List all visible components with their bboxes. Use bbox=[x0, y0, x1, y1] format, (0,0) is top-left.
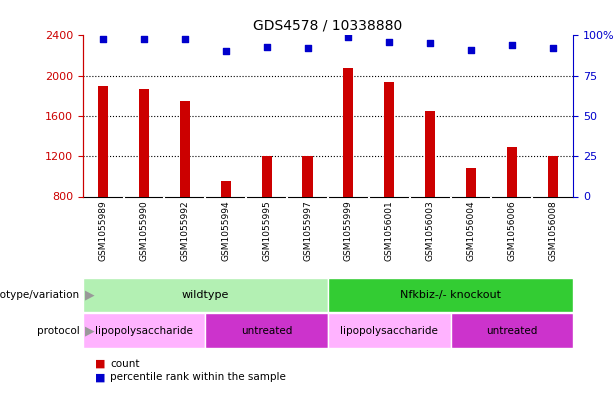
Text: ▶: ▶ bbox=[85, 288, 94, 302]
Text: GSM1055995: GSM1055995 bbox=[262, 200, 271, 261]
Title: GDS4578 / 10338880: GDS4578 / 10338880 bbox=[253, 19, 403, 33]
Point bbox=[507, 42, 517, 48]
Text: Nfkbiz-/- knockout: Nfkbiz-/- knockout bbox=[400, 290, 501, 300]
Bar bbox=[139, 89, 149, 196]
Point bbox=[221, 48, 230, 55]
Point bbox=[262, 44, 272, 50]
Text: count: count bbox=[110, 358, 140, 369]
Bar bbox=[262, 156, 272, 196]
Point bbox=[303, 45, 313, 51]
Text: lipopolysaccharide: lipopolysaccharide bbox=[95, 325, 193, 336]
Text: untreated: untreated bbox=[486, 325, 538, 336]
Text: wildtype: wildtype bbox=[181, 290, 229, 300]
Point bbox=[384, 39, 394, 45]
Text: GSM1056004: GSM1056004 bbox=[466, 200, 476, 261]
Bar bbox=[507, 147, 517, 196]
Bar bbox=[343, 68, 354, 196]
Text: GSM1055997: GSM1055997 bbox=[303, 200, 312, 261]
Bar bbox=[221, 182, 231, 196]
Text: GSM1055994: GSM1055994 bbox=[221, 200, 230, 261]
Bar bbox=[425, 111, 435, 196]
Bar bbox=[98, 86, 109, 196]
Text: GSM1056008: GSM1056008 bbox=[548, 200, 557, 261]
Text: GSM1056006: GSM1056006 bbox=[508, 200, 516, 261]
Bar bbox=[328, 313, 451, 348]
Text: GSM1056003: GSM1056003 bbox=[425, 200, 435, 261]
Text: ■: ■ bbox=[95, 358, 105, 369]
Bar bbox=[384, 82, 394, 196]
Point bbox=[343, 34, 353, 40]
Point bbox=[548, 45, 558, 51]
Bar bbox=[547, 156, 558, 196]
Text: lipopolysaccharide: lipopolysaccharide bbox=[340, 325, 438, 336]
Point bbox=[139, 35, 149, 42]
Text: GSM1055989: GSM1055989 bbox=[99, 200, 108, 261]
Text: genotype/variation: genotype/variation bbox=[0, 290, 80, 300]
Point bbox=[466, 47, 476, 53]
Text: percentile rank within the sample: percentile rank within the sample bbox=[110, 372, 286, 382]
Text: ■: ■ bbox=[95, 372, 105, 382]
Point bbox=[425, 40, 435, 47]
Bar bbox=[83, 313, 205, 348]
Point bbox=[98, 35, 108, 42]
Bar bbox=[180, 101, 190, 196]
Text: GSM1055992: GSM1055992 bbox=[180, 200, 189, 261]
Point bbox=[180, 35, 190, 42]
Bar bbox=[466, 168, 476, 196]
Bar bbox=[451, 313, 573, 348]
Text: GSM1056001: GSM1056001 bbox=[385, 200, 394, 261]
Bar bbox=[328, 278, 573, 312]
Text: ▶: ▶ bbox=[85, 324, 94, 337]
Text: GSM1055990: GSM1055990 bbox=[140, 200, 148, 261]
Text: untreated: untreated bbox=[241, 325, 292, 336]
Bar bbox=[205, 313, 328, 348]
Text: protocol: protocol bbox=[37, 325, 80, 336]
Bar bbox=[83, 278, 328, 312]
Bar bbox=[302, 156, 313, 196]
Text: GSM1055999: GSM1055999 bbox=[344, 200, 353, 261]
